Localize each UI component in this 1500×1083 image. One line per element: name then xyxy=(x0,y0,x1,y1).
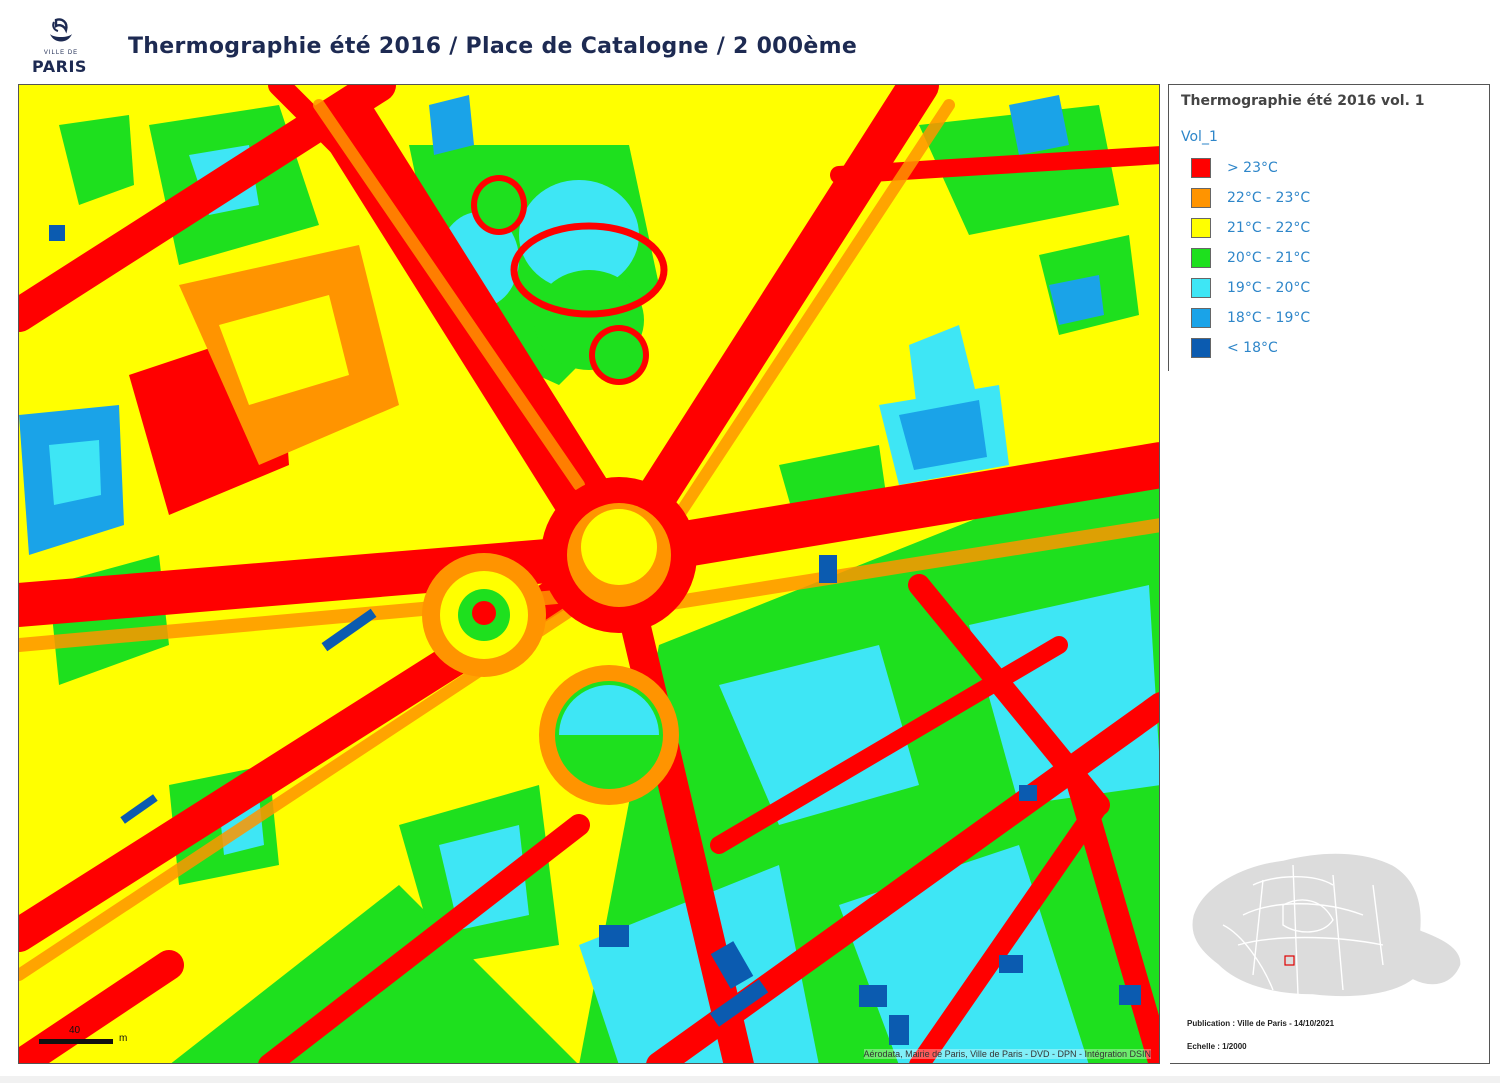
paris-locator-map xyxy=(1183,845,1473,1005)
scale-bar-line xyxy=(39,1039,113,1044)
legend-swatch xyxy=(1191,218,1211,238)
legend-swatch xyxy=(1191,248,1211,268)
legend-label: 19°C - 20°C xyxy=(1227,280,1311,296)
legend-title: Thermographie été 2016 vol. 1 xyxy=(1181,93,1425,109)
location-marker xyxy=(1284,955,1295,966)
legend-item: > 23°C xyxy=(1191,153,1310,183)
paris-logo: VILLE DE PARIS xyxy=(26,14,96,76)
thermal-map-canvas xyxy=(19,85,1159,1063)
scale-value: 40 xyxy=(69,1025,81,1036)
legend-panel: Thermographie été 2016 vol. 1 Vol_1 > 23… xyxy=(1168,84,1490,1065)
map-scale-bar: 40 m xyxy=(39,1025,149,1049)
page-bottom-strip xyxy=(0,1076,1500,1083)
legend-label: 20°C - 21°C xyxy=(1227,250,1311,266)
legend-item: < 18°C xyxy=(1191,333,1310,363)
legend-swatch xyxy=(1191,188,1211,208)
logo-wordmark: PARIS xyxy=(32,57,87,76)
legend-label: 18°C - 19°C xyxy=(1227,310,1311,326)
legend-swatch xyxy=(1191,308,1211,328)
scale-info: Echelle : 1/2000 xyxy=(1187,1042,1247,1051)
legend-layer-name[interactable]: Vol_1 xyxy=(1181,129,1218,145)
legend-swatch xyxy=(1191,158,1211,178)
legend-label: > 23°C xyxy=(1227,160,1278,176)
legend-item: 21°C - 22°C xyxy=(1191,213,1310,243)
page-title: Thermographie été 2016 / Place de Catalo… xyxy=(128,34,858,59)
legend-swatch xyxy=(1191,278,1211,298)
scale-unit: m xyxy=(119,1033,128,1044)
paris-ship-icon xyxy=(50,18,72,42)
legend-item: 20°C - 21°C xyxy=(1191,243,1310,273)
thermal-map[interactable]: 40 m Aérodata, Mairie de Paris, Ville de… xyxy=(18,84,1160,1064)
legend-divider xyxy=(1168,371,1170,1065)
paris-outline-icon xyxy=(1191,852,1462,998)
legend-label: < 18°C xyxy=(1227,340,1278,356)
legend-label: 21°C - 22°C xyxy=(1227,220,1311,236)
map-attribution: Aérodata, Mairie de Paris, Ville de Pari… xyxy=(863,1049,1151,1059)
legend-list: > 23°C 22°C - 23°C 21°C - 22°C 20°C - 21… xyxy=(1191,153,1310,363)
legend-item: 18°C - 19°C xyxy=(1191,303,1310,333)
legend-item: 22°C - 23°C xyxy=(1191,183,1310,213)
legend-swatch xyxy=(1191,338,1211,358)
legend-label: 22°C - 23°C xyxy=(1227,190,1311,206)
logo-subtitle: VILLE DE xyxy=(43,50,79,56)
legend-item: 19°C - 20°C xyxy=(1191,273,1310,303)
publication-info: Publication : Ville de Paris - 14/10/202… xyxy=(1187,1019,1335,1028)
